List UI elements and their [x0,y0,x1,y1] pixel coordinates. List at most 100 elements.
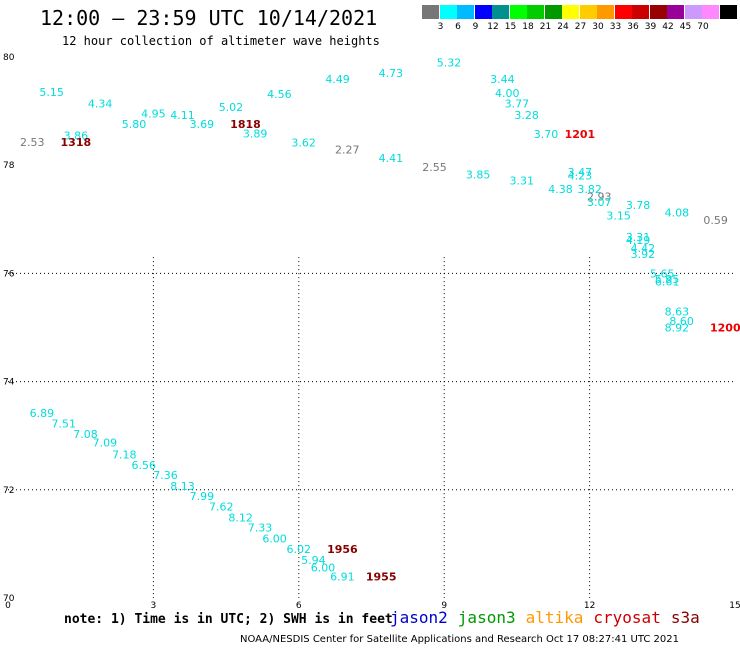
legend-tick-label: 12 [487,22,499,32]
data-point-label: 1955 [366,570,397,583]
legend-swatch [579,5,597,19]
legend-tick-label: 6 [455,22,461,32]
data-point-label: 8.13 [170,480,195,493]
data-point-label: 1818 [230,118,261,131]
y-tick-label: 80 [3,53,15,63]
x-tick-label: 9 [441,601,447,611]
legend-swatch [439,5,457,19]
data-point-label: 8.12 [228,511,253,524]
x-tick-label: 0 [5,601,11,611]
data-point-label: 4.73 [379,67,404,80]
legend-swatch [474,5,492,19]
data-point-label: 3.69 [190,118,215,131]
page-title: 12:00 – 23:59 UTC 10/14/2021 [40,6,378,30]
data-point-label: 3.77 [505,98,530,111]
data-point-label: 0.59 [703,214,728,227]
data-point-label: 3.78 [626,199,651,212]
data-point-label: 1200 [710,322,740,335]
data-point-label: 3.28 [514,109,539,122]
data-point-label: 1956 [327,543,358,556]
y-tick-label: 78 [3,161,15,171]
data-point-label: 7.18 [112,449,137,462]
legend-swatch [527,5,544,19]
data-point-label: 2.93 [587,191,612,204]
data-point-label: 7.99 [190,490,215,503]
x-tick-label: 3 [151,601,157,611]
legend-swatch [632,5,649,19]
data-point-label: 3.31 [509,174,534,187]
data-point-label: 5.80 [122,118,147,131]
data-point-label: 3.15 [606,210,631,223]
satellite-s3a: s3a [670,608,700,627]
legend-tick-label: 39 [644,22,657,32]
satellite-cryosat: cryosat [593,608,661,627]
legend-swatch [684,5,702,19]
data-point-label: 3.62 [291,136,316,149]
footer-note: note: 1) Time is in UTC; 2) SWH is in fe… [64,612,393,627]
legend-swatch [702,5,719,19]
data-point-label: 4.19 [626,234,651,247]
data-point-label: 6.00 [262,532,287,545]
legend-tick-label: 42 [662,22,674,32]
data-point-label: 4.11 [170,109,195,122]
legend-swatch [422,5,439,19]
data-point-label: 4.42 [631,242,656,255]
data-point-label: 4.56 [267,88,292,101]
data-point-label: 3.47 [568,166,593,179]
data-point-label: 4.95 [141,107,166,120]
data-point-label: 6.56 [131,459,156,472]
legend-swatch [719,5,737,19]
data-point-label: 6.00 [311,562,336,575]
legend-tick-label: 3 [437,22,444,32]
legend-tick-label: 24 [557,22,569,32]
x-tick-label: 6 [296,601,302,611]
data-point-label: 7.09 [93,437,118,450]
legend-tick-label: 9 [472,22,479,32]
data-point-label: 3.92 [631,248,656,261]
y-tick-label: 70 [3,594,15,604]
data-point-label: 3.89 [243,127,268,140]
x-tick-label: 12 [584,601,595,611]
data-point-label: 7.33 [248,522,273,535]
data-point-label: 6.61 [655,276,680,289]
data-point-label: 4.49 [325,73,350,86]
legend-tick-label: 15 [504,22,517,32]
legend-tick-label: 45 [679,22,692,32]
data-point-label: 7.36 [153,469,178,482]
legend-tick-label: 70 [697,22,709,32]
data-point-label: 1318 [61,136,92,149]
y-tick-label: 72 [3,486,14,496]
data-point-label: 6.91 [330,570,355,583]
satellite-jason3: jason3 [457,608,516,627]
satellite-altika: altika [525,608,584,627]
data-point-label: 3.44 [490,73,515,86]
data-point-label: 4.00 [495,87,520,100]
legend-tick-label: 18 [522,22,534,32]
data-point-label: 7.51 [51,417,76,430]
x-tick-label: 15 [729,601,740,611]
legend-swatch [492,5,509,19]
data-point-label: 5.15 [39,86,64,99]
data-point-label: 5.94 [301,554,326,567]
y-tick-label: 74 [3,378,15,388]
legend-tick-label: 21 [539,22,552,32]
legend-tick-label: 36 [627,22,639,32]
data-point-label: 3.85 [466,168,491,181]
data-point-label: 5.32 [437,56,462,69]
legend-swatch [509,5,527,19]
data-point-label: 3.31 [626,231,651,244]
legend-tick-label: 27 [574,22,587,32]
legend-swatch [562,5,579,19]
footer-credit: NOAA/NESDIS Center for Satellite Applica… [240,634,679,645]
data-point-label: 8.92 [665,322,690,335]
data-point-label: 4.41 [379,152,404,165]
legend-swatch [597,5,614,19]
data-point-label: 7.08 [73,428,98,441]
data-point-label: 6.89 [30,407,55,420]
legend-swatch [614,5,632,19]
data-point-label: 3.86 [64,129,89,142]
data-point-label: 2.55 [422,161,447,174]
y-tick-label: 76 [3,269,15,279]
data-point-label: 4.34 [88,98,113,111]
